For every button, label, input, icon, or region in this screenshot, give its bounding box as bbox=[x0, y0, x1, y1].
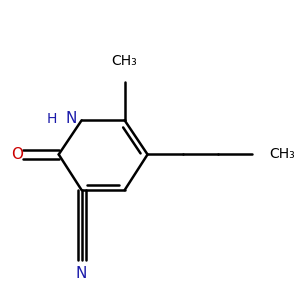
Text: N: N bbox=[76, 266, 87, 281]
Text: O: O bbox=[11, 147, 23, 162]
Text: H: H bbox=[47, 112, 57, 126]
Text: CH₃: CH₃ bbox=[112, 54, 137, 68]
Text: CH₃: CH₃ bbox=[269, 148, 295, 161]
Text: N: N bbox=[66, 111, 77, 126]
